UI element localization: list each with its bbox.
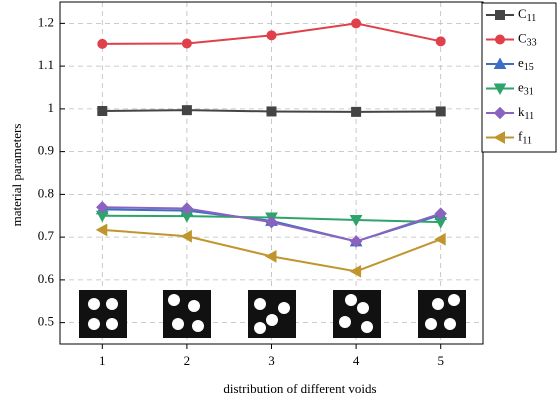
x-tick-label: 4: [353, 353, 360, 368]
x-axis-label: distribution of different voids: [223, 381, 376, 396]
void-images: [79, 290, 466, 338]
series: [97, 224, 445, 276]
marker: [98, 39, 107, 48]
marker: [436, 37, 445, 46]
marker: [97, 224, 107, 235]
y-tick-label: 1.2: [38, 14, 54, 29]
x-tick-label: 2: [184, 353, 191, 368]
marker: [266, 251, 276, 262]
series: [98, 106, 445, 117]
marker: [267, 31, 276, 40]
legend-marker: [496, 11, 505, 20]
marker: [435, 234, 445, 245]
y-tick-label: 0.6: [38, 271, 55, 286]
x-tick-label: 1: [99, 353, 106, 368]
marker: [436, 107, 445, 116]
marker: [98, 107, 107, 116]
y-tick-label: 0.7: [38, 228, 55, 243]
x-tick-label: 5: [437, 353, 444, 368]
marker: [182, 106, 191, 115]
y-tick-label: 1: [48, 100, 55, 115]
marker: [267, 107, 276, 116]
x-tick-label: 3: [268, 353, 275, 368]
y-tick-label: 1.1: [38, 57, 54, 72]
marker: [352, 19, 361, 28]
marker: [181, 231, 191, 242]
marker: [351, 266, 361, 277]
legend-marker: [496, 35, 505, 44]
marker: [352, 107, 361, 116]
y-tick-label: 0.8: [38, 185, 54, 200]
y-tick-label: 0.5: [38, 314, 54, 329]
chart: distribution of different voids material…: [0, 0, 559, 407]
y-tick-label: 0.9: [38, 143, 54, 158]
marker: [182, 39, 191, 48]
y-axis-label: material parameters: [9, 124, 24, 227]
